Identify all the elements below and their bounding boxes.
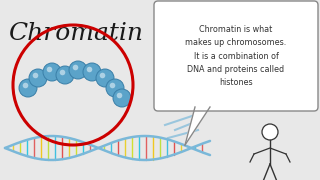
FancyBboxPatch shape <box>154 1 318 111</box>
Circle shape <box>113 89 131 107</box>
Circle shape <box>262 124 278 140</box>
Circle shape <box>110 83 115 88</box>
Circle shape <box>69 61 87 79</box>
Circle shape <box>56 66 74 84</box>
Circle shape <box>60 70 65 75</box>
Circle shape <box>33 73 38 78</box>
Circle shape <box>19 79 37 97</box>
Circle shape <box>87 67 92 72</box>
Circle shape <box>43 63 61 81</box>
Circle shape <box>23 83 28 88</box>
Circle shape <box>106 79 124 97</box>
Text: Chromatin is what
makes up chromosomes.
It is a combination of
DNA and proteins : Chromatin is what makes up chromosomes. … <box>185 25 287 87</box>
Polygon shape <box>185 107 210 145</box>
Circle shape <box>117 93 122 98</box>
Circle shape <box>73 65 78 70</box>
Circle shape <box>96 69 114 87</box>
Text: Chromatin: Chromatin <box>8 22 143 45</box>
Circle shape <box>100 73 105 78</box>
Circle shape <box>83 63 101 81</box>
Circle shape <box>29 69 47 87</box>
Circle shape <box>47 67 52 72</box>
